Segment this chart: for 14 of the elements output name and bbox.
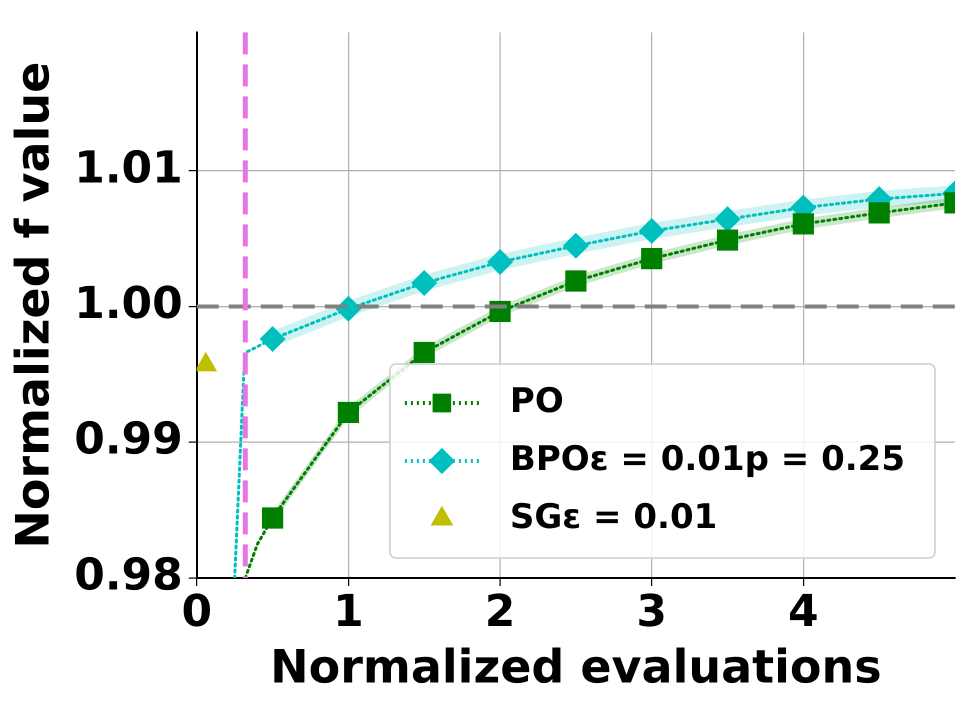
x-tick-label: 4 xyxy=(788,586,819,637)
legend-label: PO xyxy=(510,380,564,421)
x-tick-label: 2 xyxy=(484,586,516,637)
x-tick-label: 0 xyxy=(181,586,212,637)
y-axis-title: Normalized f value xyxy=(6,62,60,549)
x-axis-title: Normalized evaluations xyxy=(270,639,882,694)
legend-label: BPOε = 0.01p = 0.25 xyxy=(510,438,906,479)
x-tick-label: 1 xyxy=(333,586,364,637)
y-tick-label: 1.01 xyxy=(74,142,183,194)
x-tick-label: 3 xyxy=(636,586,668,637)
legend-label: SGε = 0.01 xyxy=(510,496,718,537)
y-tick-label: 0.98 xyxy=(74,549,183,600)
y-tick-label: 1.00 xyxy=(74,278,183,329)
y-tick-label: 0.99 xyxy=(74,414,183,465)
